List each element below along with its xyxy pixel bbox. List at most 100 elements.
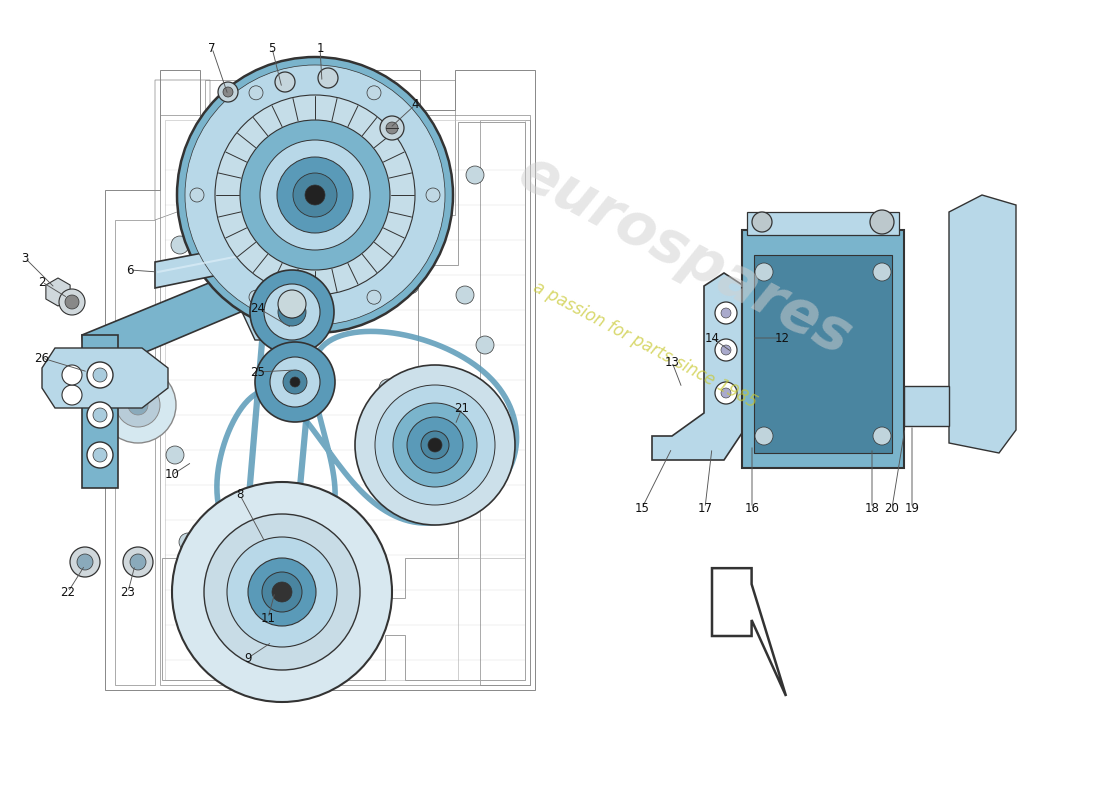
Circle shape	[443, 409, 461, 427]
Circle shape	[87, 442, 113, 468]
Circle shape	[87, 362, 113, 388]
Text: 15: 15	[635, 502, 649, 514]
Polygon shape	[949, 195, 1016, 453]
Circle shape	[870, 210, 894, 234]
Circle shape	[248, 558, 316, 626]
Text: 1: 1	[317, 42, 323, 54]
Circle shape	[214, 95, 415, 295]
Circle shape	[755, 263, 773, 281]
Text: 25: 25	[251, 366, 265, 378]
Text: 2: 2	[39, 275, 46, 289]
Circle shape	[177, 57, 453, 333]
Circle shape	[277, 157, 353, 233]
Circle shape	[407, 417, 463, 473]
Text: 4: 4	[411, 98, 419, 111]
Circle shape	[278, 290, 306, 318]
Circle shape	[367, 290, 381, 304]
Text: 21: 21	[454, 402, 470, 414]
Text: 19: 19	[904, 502, 920, 514]
Circle shape	[130, 554, 146, 570]
Text: 17: 17	[697, 502, 713, 514]
Text: 16: 16	[745, 502, 759, 514]
Circle shape	[264, 284, 320, 340]
Text: 20: 20	[884, 502, 900, 514]
Polygon shape	[652, 273, 744, 460]
Polygon shape	[82, 335, 118, 488]
Circle shape	[356, 629, 374, 647]
Polygon shape	[754, 255, 892, 453]
Circle shape	[715, 382, 737, 404]
Circle shape	[270, 357, 320, 407]
Polygon shape	[42, 348, 168, 408]
Text: 12: 12	[774, 331, 790, 345]
Circle shape	[249, 86, 263, 100]
Text: 18: 18	[865, 502, 879, 514]
Circle shape	[94, 408, 107, 422]
Polygon shape	[242, 255, 338, 340]
Circle shape	[466, 166, 484, 184]
Polygon shape	[712, 568, 786, 696]
Circle shape	[873, 263, 891, 281]
Text: a passion for parts since 1985: a passion for parts since 1985	[530, 278, 760, 412]
Text: 10: 10	[165, 469, 179, 482]
Circle shape	[305, 185, 324, 205]
Circle shape	[62, 365, 82, 385]
Circle shape	[204, 514, 360, 670]
Circle shape	[278, 298, 306, 326]
Circle shape	[428, 438, 442, 452]
Circle shape	[873, 427, 891, 445]
Text: 6: 6	[126, 263, 134, 277]
Circle shape	[172, 482, 392, 702]
Circle shape	[752, 212, 772, 232]
Text: 22: 22	[60, 586, 76, 598]
Circle shape	[393, 403, 477, 487]
Circle shape	[402, 276, 419, 294]
Text: 14: 14	[704, 331, 719, 345]
Circle shape	[456, 286, 474, 304]
Circle shape	[70, 547, 100, 577]
Circle shape	[62, 385, 82, 405]
Circle shape	[87, 402, 113, 428]
Circle shape	[249, 290, 263, 304]
Circle shape	[179, 296, 197, 314]
Circle shape	[715, 339, 737, 361]
Circle shape	[426, 188, 440, 202]
Polygon shape	[155, 238, 282, 288]
Circle shape	[293, 173, 337, 217]
Circle shape	[262, 572, 303, 612]
Circle shape	[59, 289, 85, 315]
Polygon shape	[82, 262, 288, 365]
Circle shape	[720, 388, 732, 398]
Circle shape	[386, 122, 398, 134]
Text: 24: 24	[251, 302, 265, 314]
Circle shape	[255, 342, 336, 422]
Circle shape	[223, 87, 233, 97]
Circle shape	[720, 308, 732, 318]
Circle shape	[100, 367, 176, 443]
Text: 13: 13	[664, 355, 680, 369]
Circle shape	[286, 306, 298, 318]
Circle shape	[720, 345, 732, 355]
Circle shape	[65, 295, 79, 309]
Polygon shape	[46, 278, 70, 306]
Circle shape	[421, 431, 449, 459]
Circle shape	[196, 186, 214, 204]
Circle shape	[77, 554, 94, 570]
Text: 3: 3	[21, 251, 29, 265]
Circle shape	[367, 86, 381, 100]
Circle shape	[318, 68, 338, 88]
Circle shape	[355, 365, 515, 525]
Text: eurospares: eurospares	[508, 143, 861, 366]
Circle shape	[246, 146, 264, 164]
Circle shape	[755, 427, 773, 445]
Circle shape	[379, 116, 404, 140]
Circle shape	[379, 379, 397, 397]
Circle shape	[275, 72, 295, 92]
Circle shape	[240, 120, 390, 270]
Circle shape	[227, 537, 337, 647]
Polygon shape	[742, 230, 904, 468]
Circle shape	[116, 383, 160, 427]
Text: 9: 9	[244, 651, 252, 665]
Circle shape	[476, 336, 494, 354]
Circle shape	[250, 270, 334, 354]
